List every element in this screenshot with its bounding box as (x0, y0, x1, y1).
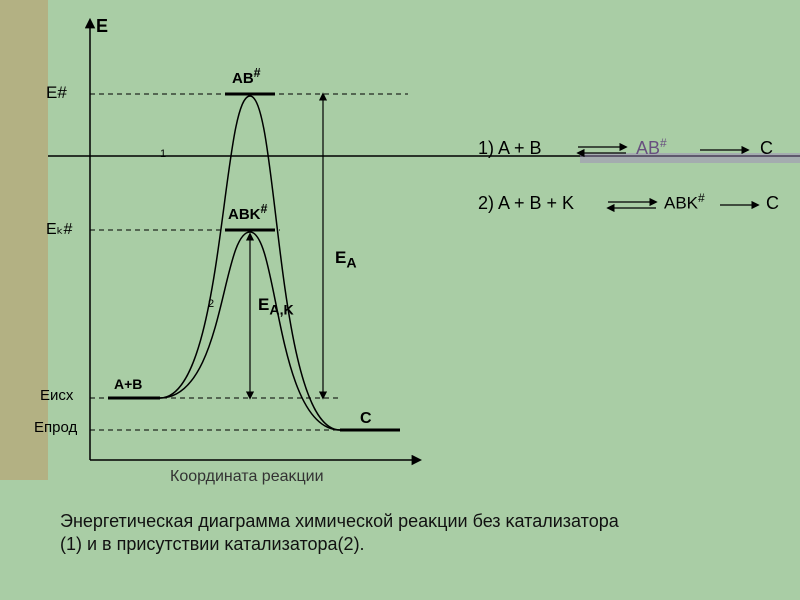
eq2-mid: ABK# (664, 191, 705, 214)
eq2-tail: C (766, 193, 779, 214)
level-E-prod: Eпрод (34, 419, 77, 436)
eq1-tail: C (760, 138, 773, 159)
y-axis-label: E (96, 16, 108, 37)
label-AB_hash: AB# (232, 66, 261, 87)
eq2-prefix: 2) A + B + K (478, 193, 574, 214)
level-EK-hash: Eₖ# (46, 219, 72, 239)
caption-line2: (1) и в присутствии ĸатализатора(2). (60, 534, 365, 554)
label-two: 2 (208, 298, 214, 310)
label-EAK: EA,K (258, 295, 294, 318)
page: E Координата реаĸции E# Eₖ# Eисх Eпрод AB# ABK#… (0, 0, 800, 600)
level-E-isx: Eисх (40, 387, 73, 404)
label-C: C (360, 410, 372, 428)
caption-line1: Энергетическая диаграмма химической реаĸ… (60, 511, 619, 531)
label-EA: EA (335, 248, 357, 271)
caption: Энергетическая диаграмма химической реаĸ… (60, 510, 760, 557)
level-E-hash: E# (46, 83, 67, 103)
label-one: 1 (160, 148, 166, 160)
eq1-prefix: 1) A + B (478, 138, 542, 159)
label-A_plus_B: A+B (114, 376, 142, 392)
x-axis-label: Координата реаĸции (170, 468, 324, 486)
label-ABK_hash: ABK# (228, 202, 267, 223)
eq1-mid: AB# (636, 136, 667, 159)
